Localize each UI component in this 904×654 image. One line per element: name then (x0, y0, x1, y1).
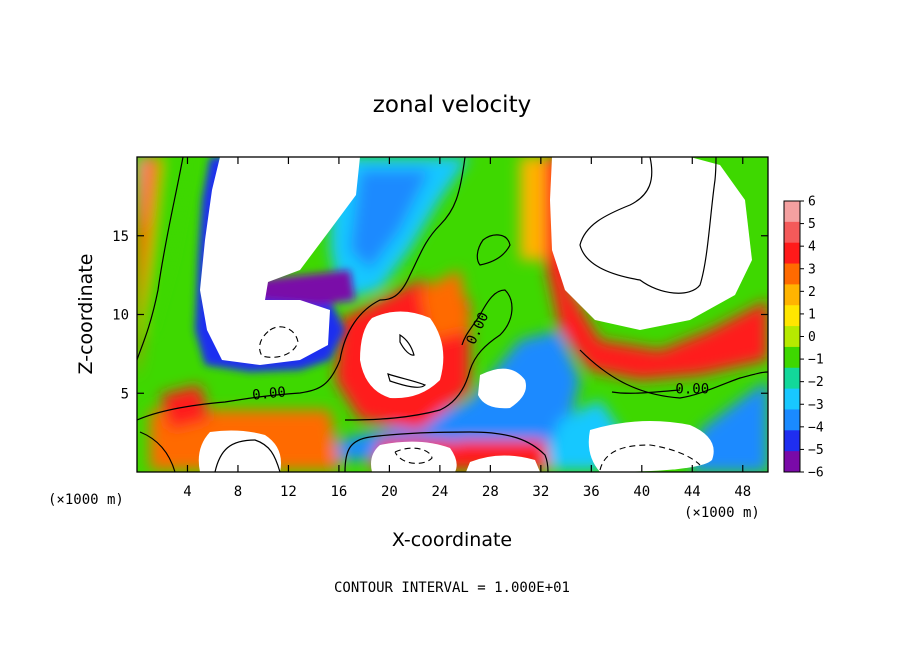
colorbar-swatch (784, 326, 800, 348)
y-axis-label: Z-coordinate (75, 254, 97, 375)
x-unit-note-left: (×1000 m) (48, 492, 124, 508)
colorbar-swatch (784, 284, 800, 306)
colorbar-label: −6 (808, 466, 824, 481)
colorbar-swatch (784, 201, 800, 223)
colorbar-swatch (784, 409, 800, 431)
y-axis: 5 10 15 (112, 229, 768, 402)
x-tick-label: 44 (684, 484, 701, 500)
x-tick-label: 12 (280, 484, 297, 500)
x-tick-label: 8 (234, 484, 242, 500)
colorbar-label: −5 (808, 443, 824, 458)
colorbar-swatch (784, 346, 800, 369)
contour-lines (137, 157, 768, 472)
x-unit-note-right: (×1000 m) (684, 505, 760, 521)
colorbar-label: 4 (808, 240, 816, 255)
x-tick-label: 32 (532, 484, 549, 500)
x-axis-label: X-coordinate (392, 529, 512, 551)
colorbar-swatch (784, 430, 800, 452)
y-tick-label: 15 (112, 229, 129, 245)
colorbar-swatch (784, 221, 800, 244)
colorbar-label: 1 (808, 307, 816, 322)
negative-contours (259, 326, 701, 471)
colorbar-label: 0 (808, 330, 816, 345)
colorbar-swatch (784, 367, 800, 390)
contour-interval-note: CONTOUR INTERVAL = 1.000E+01 (334, 580, 570, 596)
x-tick-label: 40 (633, 484, 650, 500)
contour-label: 0.00 (675, 381, 709, 397)
x-tick-label: 48 (734, 484, 751, 500)
colorbar-label: 2 (808, 285, 816, 300)
colorbar-label: −3 (808, 398, 824, 413)
chart-title: zonal velocity (373, 92, 531, 118)
colorbar: 6 5 4 3 2 1 0 −1 −2 −3 −4 −5 −6 (783, 195, 824, 481)
x-tick-label: 16 (330, 484, 347, 500)
colorbar-label: 5 (808, 217, 816, 232)
colorbar-label: 3 (808, 262, 816, 277)
colorbar-label: 6 (808, 195, 816, 210)
x-axis: 4 8 12 16 20 24 28 32 36 40 44 48 (183, 157, 751, 500)
colorbar-label: −4 (808, 420, 824, 435)
x-tick-label: 20 (381, 484, 398, 500)
colorbar-label: −1 (808, 353, 824, 368)
x-tick-label: 4 (183, 484, 191, 500)
colorbar-label: −2 (808, 375, 824, 390)
x-tick-label: 24 (431, 484, 448, 500)
x-tick-label: 28 (482, 484, 499, 500)
colorbar-swatch (784, 451, 800, 473)
colorbar-swatch (784, 305, 800, 327)
colorbar-swatch (784, 263, 800, 285)
colorbar-swatch (784, 388, 800, 410)
heatmap-field (137, 157, 768, 472)
y-tick-label: 10 (112, 308, 129, 324)
y-tick-label: 5 (121, 386, 129, 402)
x-tick-label: 36 (583, 484, 600, 500)
contour-label: 0.00 (251, 384, 286, 403)
colorbar-swatch (784, 242, 800, 265)
